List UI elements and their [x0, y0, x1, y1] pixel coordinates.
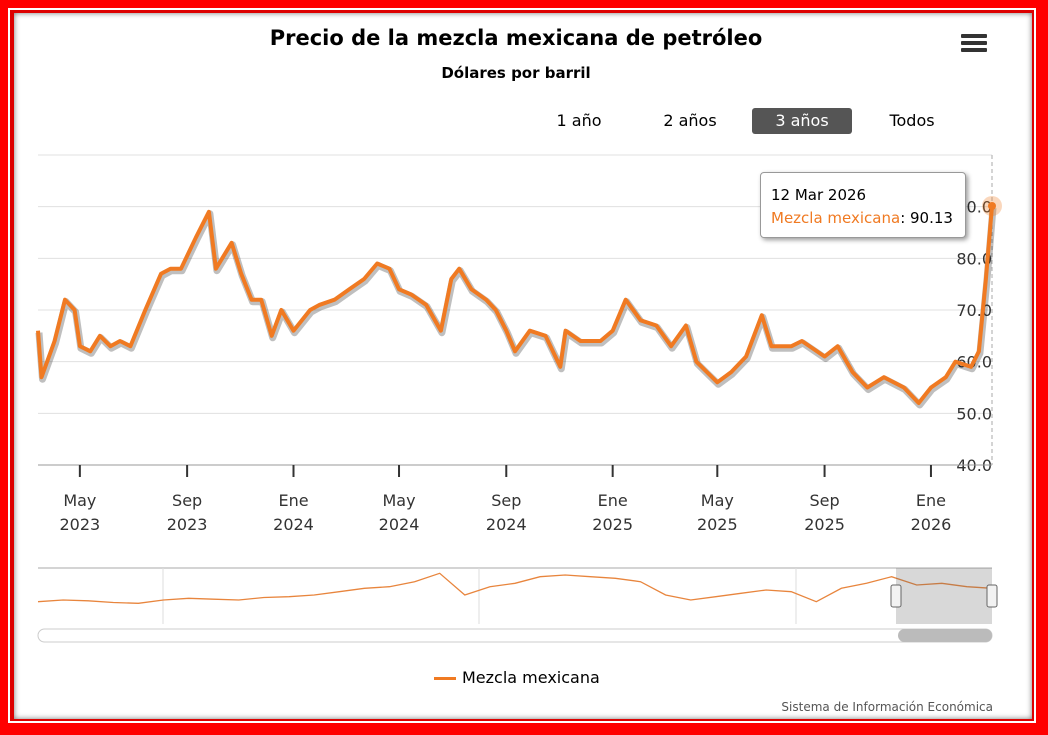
navigator-bg	[38, 568, 992, 624]
x-tick-month: Sep	[809, 491, 839, 510]
x-tick-year: 2026	[911, 515, 952, 534]
tooltip: 12 Mar 2026 Mezcla mexicana: 90.13	[760, 172, 966, 238]
x-tick-year: 2023	[59, 515, 100, 534]
x-tick-year: 2024	[486, 515, 527, 534]
scrollbar-track[interactable]	[37, 628, 993, 643]
hamburger-menu-icon[interactable]	[961, 34, 987, 56]
x-tick-month: May	[382, 491, 415, 510]
x-tick-year: 2023	[167, 515, 208, 534]
scrollbar-thumb[interactable]	[898, 629, 992, 642]
navigator-handle[interactable]	[890, 584, 902, 608]
tooltip-series: Mezcla mexicana	[771, 209, 901, 227]
chart-title: Precio de la mezcla mexicana de petróleo	[269, 26, 763, 50]
x-tick-month: Ene	[598, 491, 628, 510]
tooltip-date: 12 Mar 2026	[771, 186, 867, 204]
y-tick-label: 80.0	[956, 249, 992, 268]
x-tick-month: May	[63, 491, 96, 510]
range-button-all[interactable]: Todos	[889, 111, 935, 130]
x-tick-year: 2024	[379, 515, 420, 534]
legend-item[interactable]: Mezcla mexicana	[434, 668, 600, 687]
tooltip-value: 90.13	[910, 209, 953, 227]
x-tick-month: Ene	[916, 491, 946, 510]
x-tick-year: 2025	[804, 515, 845, 534]
navigator-handle[interactable]	[986, 584, 998, 608]
range-button-2-years[interactable]: 2 años	[663, 111, 717, 130]
x-tick-year: 2025	[592, 515, 633, 534]
navigator-series	[37, 572, 993, 604]
x-tick-year: 2024	[273, 515, 314, 534]
x-tick-month: Sep	[172, 491, 202, 510]
legend-label: Mezcla mexicana	[462, 668, 600, 687]
y-tick-label: 50.0	[956, 404, 992, 423]
chart-subtitle: Dólares por barril	[441, 64, 591, 82]
legend-line-icon	[434, 677, 456, 680]
x-tick-month: May	[701, 491, 734, 510]
credits[interactable]: Sistema de Información Económica	[781, 700, 993, 714]
hover-point	[988, 201, 996, 210]
x-tick-month: Ene	[278, 491, 308, 510]
range-button-1-year[interactable]: 1 año	[556, 111, 602, 130]
range-button-3-years[interactable]: 3 años	[752, 108, 852, 134]
navigator-selected-range	[896, 568, 992, 624]
series-line	[36, 205, 994, 405]
x-tick-year: 2025	[697, 515, 738, 534]
x-tick-month: Sep	[491, 491, 521, 510]
